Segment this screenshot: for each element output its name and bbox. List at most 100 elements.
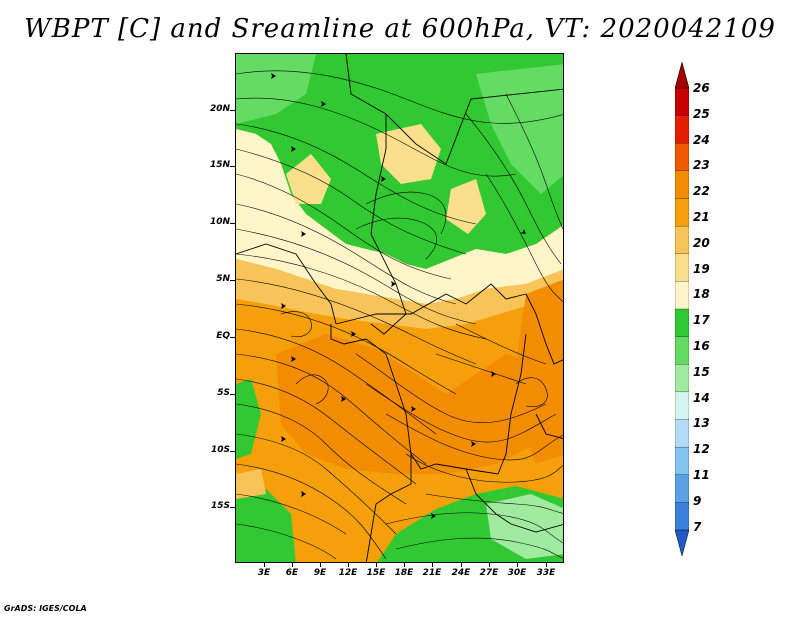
- lon-label-6e: 6E: [285, 568, 299, 578]
- field-green-west: [236, 379, 261, 459]
- colorbar-label: 15: [693, 364, 710, 379]
- lat-label-15n: 15N: [209, 160, 230, 170]
- colorbar-segment: [675, 419, 689, 448]
- lon-tick-mark: [461, 563, 462, 567]
- lat-tick-mark: [230, 507, 235, 508]
- lat-tick-mark: [230, 223, 235, 224]
- colorbar-label: 18: [693, 287, 710, 302]
- streamlines: [236, 70, 563, 560]
- lat-label-20n: 20N: [209, 104, 230, 114]
- lon-tick-mark: [517, 563, 518, 567]
- lon-label-33e: 33E: [536, 568, 556, 578]
- lat-tick-mark: [230, 110, 235, 111]
- colorbar-segment: [675, 87, 689, 117]
- field-yellow-patch-3: [446, 179, 486, 234]
- lon-label-18e: 18E: [394, 568, 414, 578]
- colorbar-segment: [675, 170, 689, 200]
- lat-tick-mark: [230, 451, 235, 452]
- colorbar-top-arrow: [675, 62, 689, 89]
- colorbar-label: 23: [693, 158, 710, 173]
- lon-tick-mark: [348, 563, 349, 567]
- colorbar-segment: [675, 336, 689, 365]
- field-yellow-patch-2: [286, 154, 331, 204]
- colorbar-label: 11: [693, 468, 710, 482]
- colorbar-label: 12: [693, 442, 710, 457]
- colorbar-segment: [675, 391, 689, 421]
- map-title: WBPT [C] and Sreamline at 600hPa, VT: 20…: [24, 14, 776, 44]
- border-congo: [330, 324, 527, 475]
- lat-label-10s: 10S: [210, 445, 230, 455]
- lon-tick-mark: [376, 563, 377, 567]
- colorbar-segment: [675, 225, 689, 255]
- footer-credit: GrADS: IGES/COLA: [4, 604, 87, 613]
- colorbar-label: 17: [693, 313, 710, 328]
- lon-tick-mark: [320, 563, 321, 567]
- colorbar-segment: [675, 253, 689, 283]
- lat-tick-mark: [230, 337, 235, 338]
- lat-label-eq: EQ: [216, 331, 230, 341]
- lat-label-15s: 15S: [210, 501, 230, 511]
- lat-label-5n: 5N: [216, 274, 230, 284]
- colorbar-bottom-arrow: [675, 529, 689, 556]
- border-car: [335, 283, 527, 325]
- colorbar-label: 26: [693, 81, 710, 95]
- field-palegreen-south: [486, 494, 563, 559]
- colorbar-segment: [675, 281, 689, 310]
- lon-label-15e: 15E: [366, 568, 386, 578]
- colorbar-label: 20: [693, 235, 710, 250]
- border-north: [345, 54, 563, 165]
- colorbar-segment: [675, 308, 689, 338]
- colorbar-label: 13: [693, 416, 710, 431]
- border-angola: [365, 454, 412, 562]
- colorbar-label: 16: [693, 339, 710, 353]
- lon-label-21e: 21E: [422, 568, 442, 578]
- map-panel: [235, 53, 564, 563]
- colorbar-label: 14: [693, 390, 710, 405]
- lon-tick-mark: [292, 563, 293, 567]
- field-deep-orange-east: [516, 279, 563, 464]
- lat-tick-mark: [230, 394, 235, 395]
- lon-tick-mark: [404, 563, 405, 567]
- country-borders: [236, 54, 563, 562]
- field-lightgreen-northeast: [476, 64, 563, 194]
- lon-tick-mark: [489, 563, 490, 567]
- lat-label-10n: 10N: [209, 217, 230, 227]
- colorbar-segment: [675, 115, 689, 144]
- lon-label-24e: 24E: [451, 568, 471, 578]
- field-yellow-patch-1: [376, 124, 441, 184]
- lon-tick-mark: [264, 563, 265, 567]
- colorbar-segment: [675, 502, 689, 531]
- field-deep-orange-core: [276, 334, 551, 474]
- colorbar-label: 9: [693, 493, 702, 508]
- colorbar-label: 25: [693, 106, 710, 121]
- lat-tick-mark: [230, 166, 235, 167]
- lat-label-5s: 5S: [217, 388, 230, 398]
- lon-label-12e: 12E: [338, 568, 358, 578]
- field-lightorange-band: [236, 259, 563, 329]
- border-zambia: [465, 468, 563, 533]
- border-west: [236, 243, 337, 325]
- lon-label-27e: 27E: [479, 568, 499, 578]
- colorbar-label: 7: [693, 519, 702, 534]
- lon-tick-mark: [546, 563, 547, 567]
- colorbar-segment: [675, 474, 689, 504]
- colorbar-segment: [675, 446, 689, 476]
- colorbar-label: 21: [693, 210, 710, 224]
- colorbar-label: 22: [693, 184, 710, 199]
- colorbar-segment: [675, 143, 689, 172]
- field-lightorange-southwest: [236, 469, 266, 499]
- colorbar-segment: [675, 364, 689, 393]
- lon-label-30e: 30E: [507, 568, 527, 578]
- colorbar-segment: [675, 198, 689, 227]
- streamline-arrows: [271, 73, 526, 519]
- colorbar: [675, 62, 689, 556]
- border-east: [525, 293, 563, 365]
- lon-label-3e: 3E: [257, 568, 271, 578]
- lon-tick-mark: [432, 563, 433, 567]
- wbpt-streamline-map: [236, 54, 563, 562]
- colorbar-label: 24: [693, 132, 710, 147]
- field-green-southwest: [236, 489, 296, 562]
- field-paleyellow-band: [236, 129, 563, 304]
- colorbar-label: 19: [693, 261, 710, 276]
- lon-label-9e: 9E: [313, 568, 327, 578]
